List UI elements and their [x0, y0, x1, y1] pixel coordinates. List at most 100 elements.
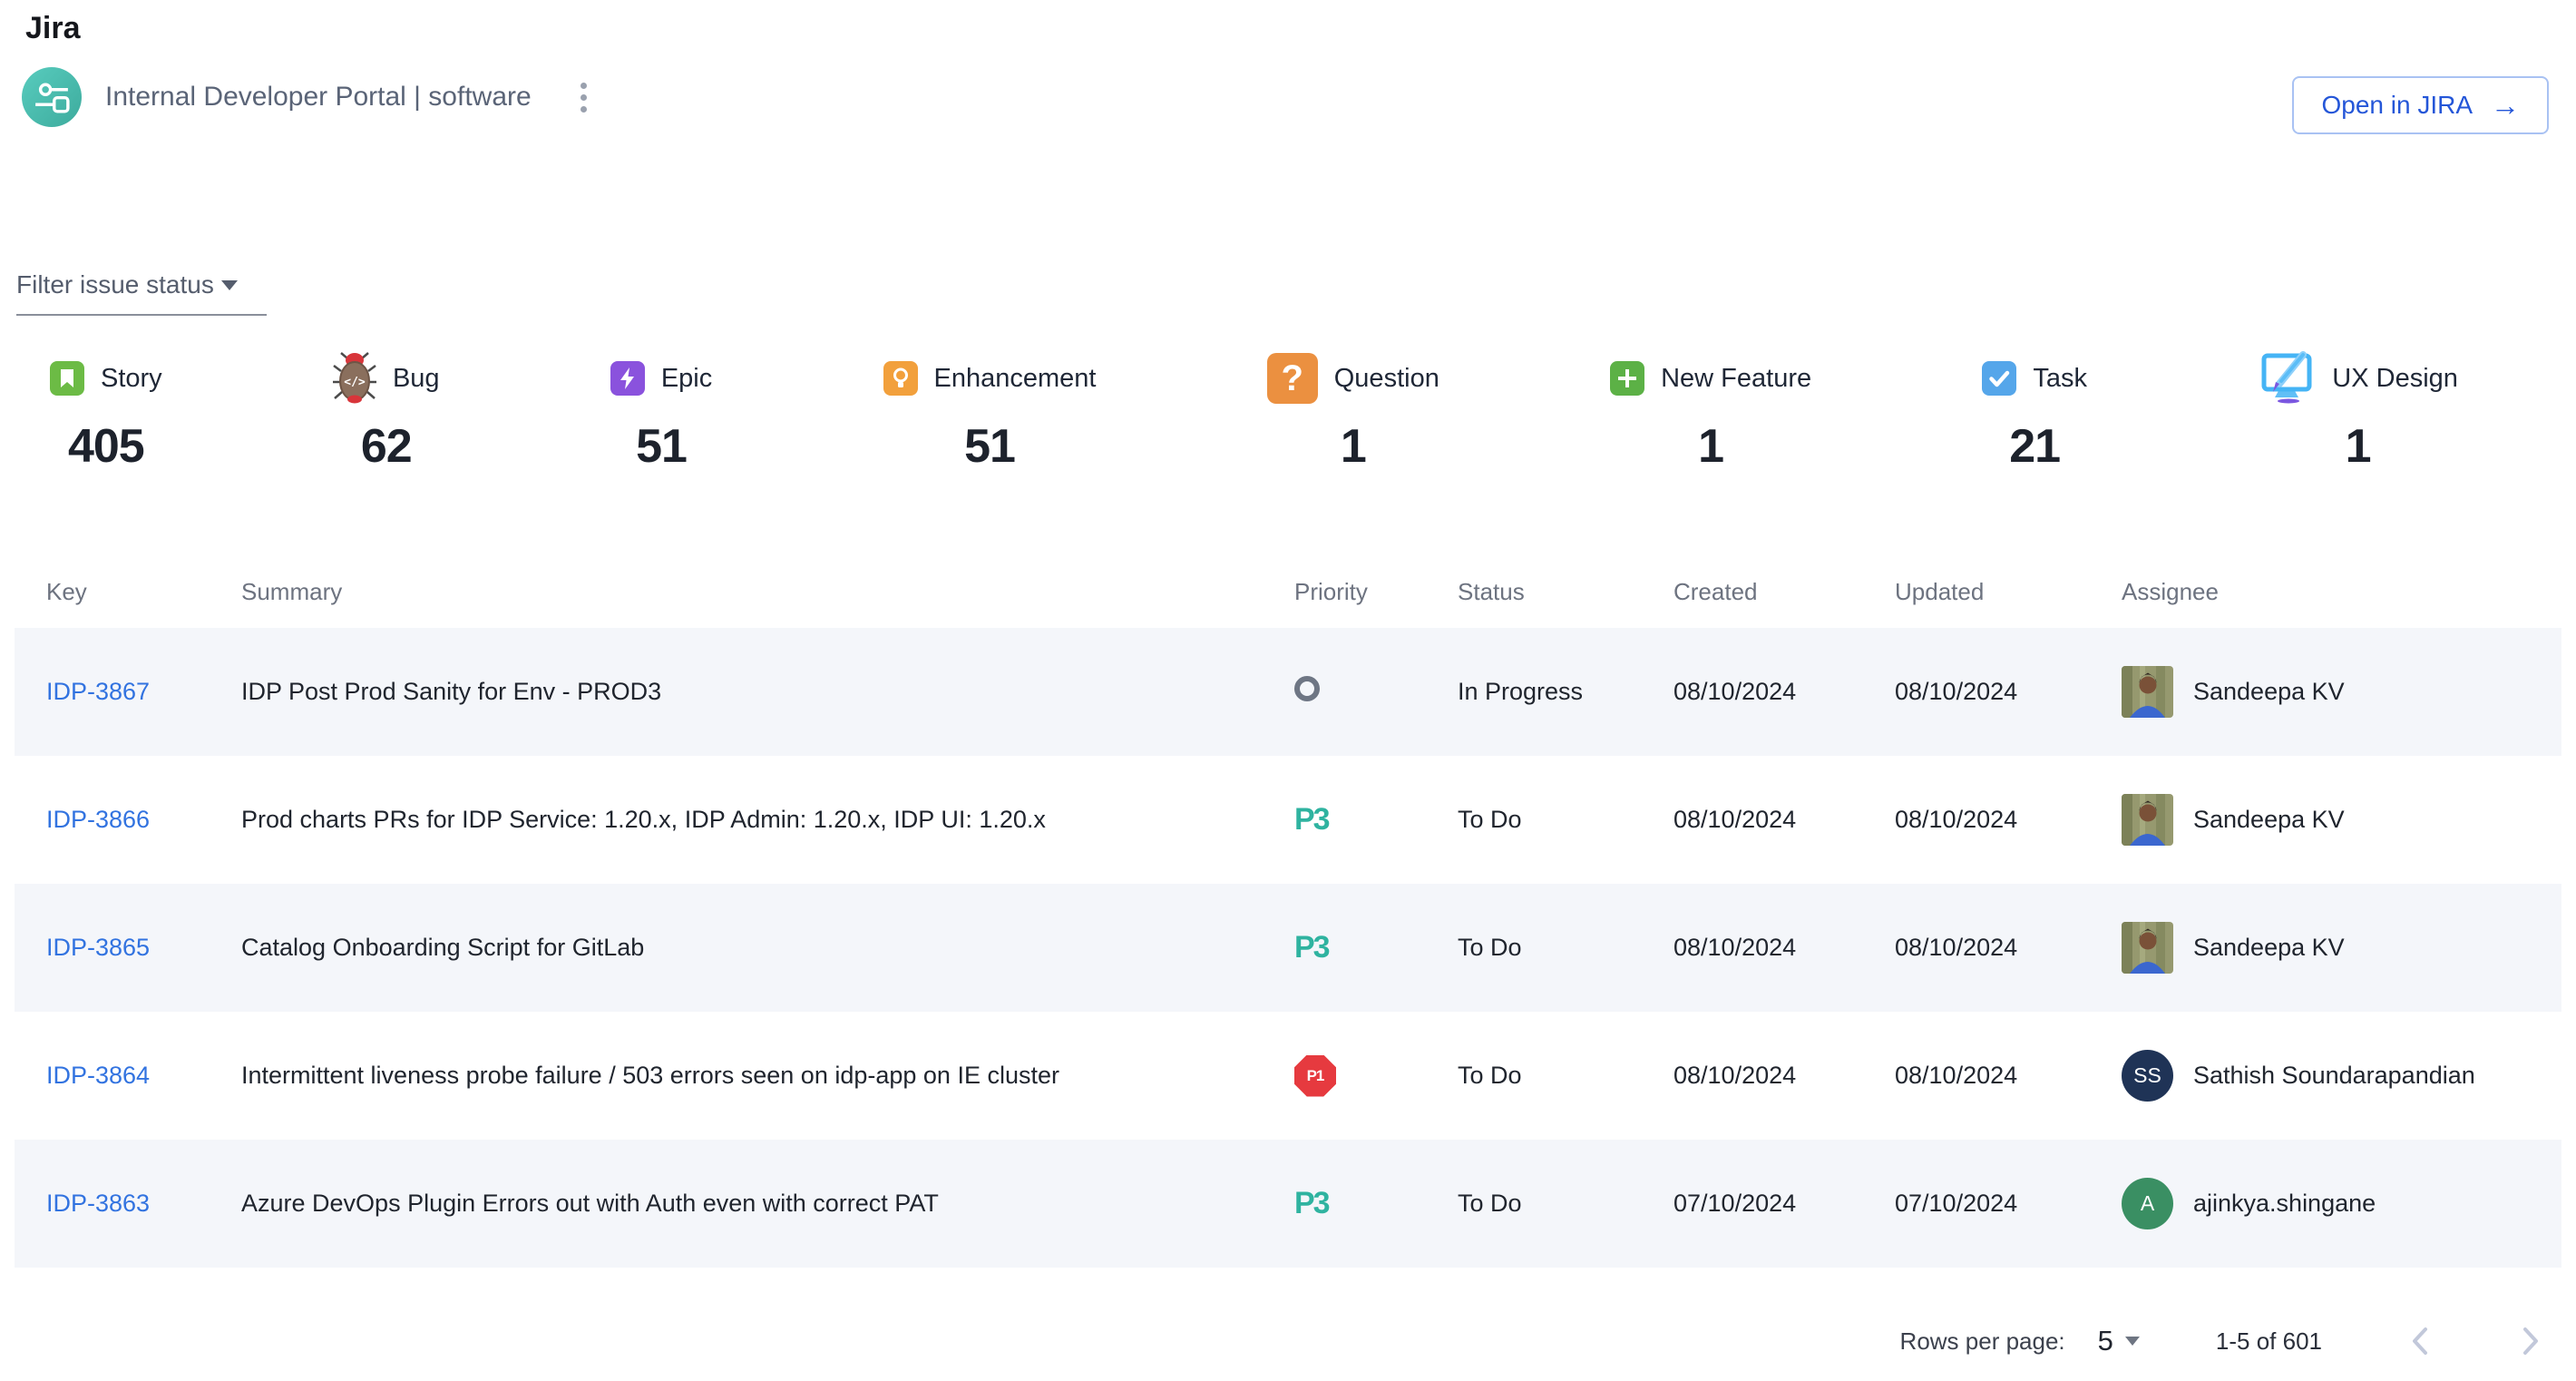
- column-header-key: Key: [46, 578, 241, 606]
- issue-key-link[interactable]: IDP-3865: [46, 934, 150, 961]
- issue-summary: IDP Post Prod Sanity for Env - PROD3: [241, 678, 1294, 706]
- rows-per-page-select[interactable]: 5: [2098, 1325, 2140, 1357]
- created-cell: 08/10/2024: [1673, 1062, 1895, 1090]
- updated-cell: 08/10/2024: [1895, 806, 2122, 834]
- pipeline-icon: [32, 77, 72, 117]
- updated-cell: 08/10/2024: [1895, 678, 2122, 706]
- pagination-bar: Rows per page: 5 1-5 of 601: [1900, 1305, 2543, 1377]
- counter-story: Story 405: [50, 348, 162, 474]
- issue-key-link[interactable]: IDP-3867: [46, 678, 150, 705]
- column-header-created: Created: [1673, 578, 1895, 606]
- counter-epic: Epic 51: [610, 348, 712, 474]
- task-icon: [1982, 361, 2016, 396]
- caret-down-icon: [2125, 1337, 2140, 1346]
- story-icon: [50, 361, 84, 396]
- entity-avatar: [22, 67, 82, 127]
- assignee-photo-avatar: [2122, 666, 2173, 718]
- table-body: IDP-3867 IDP Post Prod Sanity for Env - …: [15, 628, 2561, 1268]
- assignee-cell: SS Sathish Soundarapandian: [2122, 1050, 2561, 1102]
- rows-per-page-label: Rows per page:: [1900, 1327, 2065, 1356]
- issue-key-link[interactable]: IDP-3866: [46, 806, 150, 833]
- pagination-range: 1-5 of 601: [2216, 1327, 2322, 1356]
- epic-icon: [610, 361, 645, 396]
- counter-label: Enhancement: [934, 364, 1097, 394]
- counter-count: 21: [1982, 419, 2087, 474]
- entity-header: Internal Developer Portal | software: [22, 67, 596, 127]
- counter-count: 1: [2258, 419, 2458, 474]
- counter-label: Epic: [661, 364, 712, 394]
- column-header-assignee: Assignee: [2122, 578, 2561, 606]
- counter-label: Question: [1334, 364, 1439, 394]
- issues-table: Key Summary Priority Status Created Upda…: [15, 555, 2561, 1268]
- counter-new-feature: New Feature 1: [1610, 348, 1811, 474]
- table-row: IDP-3866 Prod charts PRs for IDP Service…: [15, 756, 2561, 884]
- counter-count: 51: [610, 419, 712, 474]
- assignee-name: Sandeepa KV: [2193, 806, 2345, 834]
- counter-bug: </> Bug 62: [333, 348, 440, 474]
- status-cell: In Progress: [1458, 678, 1673, 706]
- priority-icon: P3: [1294, 930, 1329, 965]
- status-cell: To Do: [1458, 1190, 1673, 1218]
- counter-label: New Feature: [1661, 364, 1811, 394]
- issue-summary: Prod charts PRs for IDP Service: 1.20.x,…: [241, 806, 1294, 834]
- assignee-photo-avatar: [2122, 922, 2173, 974]
- rows-per-page-value: 5: [2098, 1325, 2113, 1357]
- counter-count: 1: [1267, 419, 1439, 474]
- status-cell: To Do: [1458, 1062, 1673, 1090]
- priority-icon: P3: [1294, 1186, 1329, 1221]
- assignee-name: ajinkya.shingane: [2193, 1190, 2376, 1218]
- kebab-menu-icon[interactable]: [571, 73, 596, 122]
- assignee-cell: A ajinkya.shingane: [2122, 1178, 2561, 1229]
- status-cell: To Do: [1458, 934, 1673, 962]
- counter-count: 62: [333, 419, 440, 474]
- chevron-right-icon: [2522, 1326, 2540, 1357]
- assignee-name: Sandeepa KV: [2193, 934, 2345, 962]
- table-header: Key Summary Priority Status Created Upda…: [15, 555, 2561, 628]
- assignee-cell: Sandeepa KV: [2122, 666, 2561, 718]
- previous-page-button[interactable]: [2407, 1322, 2433, 1360]
- table-row: IDP-3863 Azure DevOps Plugin Errors out …: [15, 1140, 2561, 1268]
- assignee-initials-avatar: SS: [2122, 1050, 2173, 1102]
- chevron-left-icon: [2411, 1326, 2429, 1357]
- next-page-button[interactable]: [2518, 1322, 2543, 1360]
- bug-icon: </>: [333, 351, 376, 406]
- entity-name: Internal Developer Portal | software: [105, 82, 532, 113]
- counter-label: Bug: [393, 364, 440, 394]
- created-cell: 08/10/2024: [1673, 678, 1895, 706]
- issue-key-link[interactable]: IDP-3864: [46, 1062, 150, 1089]
- enhancement-icon: [883, 361, 918, 396]
- issue-summary: Catalog Onboarding Script for GitLab: [241, 934, 1294, 962]
- counter-label: UX Design: [2332, 364, 2458, 394]
- caret-down-icon: [221, 280, 238, 290]
- filter-underline: [16, 314, 267, 316]
- assignee-photo-avatar: [2122, 794, 2173, 846]
- counter-task: Task 21: [1982, 348, 2087, 474]
- column-header-updated: Updated: [1895, 578, 2122, 606]
- status-cell: To Do: [1458, 806, 1673, 834]
- counter-count: 1: [1610, 419, 1811, 474]
- priority-icon: [1294, 676, 1320, 701]
- open-in-jira-label: Open in JIRA: [2321, 91, 2473, 120]
- counter-question: ? Question 1: [1267, 348, 1439, 474]
- priority-icon: P3: [1294, 802, 1329, 837]
- issue-status-filter[interactable]: Filter issue status: [16, 270, 267, 316]
- updated-cell: 07/10/2024: [1895, 1190, 2122, 1218]
- assignee-cell: Sandeepa KV: [2122, 794, 2561, 846]
- page-title: Jira: [25, 11, 81, 46]
- created-cell: 08/10/2024: [1673, 934, 1895, 962]
- arrow-right-icon: →: [2491, 91, 2520, 120]
- counter-label: Task: [2033, 364, 2087, 394]
- svg-text:</>: </>: [344, 376, 366, 389]
- issue-key-link[interactable]: IDP-3863: [46, 1190, 150, 1217]
- assignee-name: Sandeepa KV: [2193, 678, 2345, 706]
- open-in-jira-button[interactable]: Open in JIRA →: [2292, 76, 2549, 134]
- filter-label: Filter issue status: [16, 270, 214, 299]
- counter-enhancement: Enhancement 51: [883, 348, 1097, 474]
- counter-count: 405: [50, 419, 162, 474]
- counter-ux-design: UX Design 1: [2258, 348, 2458, 474]
- updated-cell: 08/10/2024: [1895, 1062, 2122, 1090]
- assignee-cell: Sandeepa KV: [2122, 922, 2561, 974]
- table-row: IDP-3864 Intermittent liveness probe fai…: [15, 1012, 2561, 1140]
- ux-design-icon: [2258, 351, 2316, 406]
- column-header-status: Status: [1458, 578, 1673, 606]
